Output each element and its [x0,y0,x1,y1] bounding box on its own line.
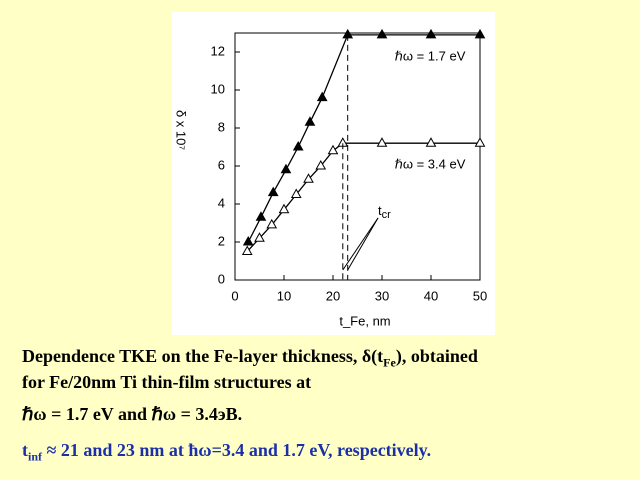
x-axis-label: t_Fe, nm [339,313,390,328]
text: ), obtained [395,346,478,366]
tcr-pointer [342,217,379,271]
data-point [241,245,253,255]
caption-line: for Fe/20nm Ti thin-film structures at [22,372,312,392]
plot-frame [234,32,481,281]
chart-panel [172,12,495,335]
data-point [315,159,327,170]
y-tick-label: 8 [218,119,225,134]
data-point [304,116,316,126]
y-axis-label: δ x 10⁷ [174,110,189,150]
text: t [22,440,28,460]
y-tick-label: 4 [218,195,225,210]
x-tick-label: 0 [231,288,238,303]
data-point [255,211,267,221]
subscript: Fe [383,355,396,370]
y-tick-label: 12 [211,43,225,58]
data-point [292,140,304,151]
x-tick-label: 10 [277,288,291,303]
data-point [474,137,486,147]
data-point [376,28,388,39]
x-tick-label: 50 [473,288,487,303]
y-tick-label: 2 [218,233,225,248]
data-point [376,137,388,147]
y-tick-label: 0 [218,271,225,286]
data-point [303,173,314,183]
data-point [290,188,302,198]
caption-line: Dependence TKE on the Fe-layer thickness… [22,346,478,371]
tcr-label: tcr [378,203,391,220]
data-point [474,28,486,39]
subscript: cr [382,209,392,221]
text: t [378,203,382,218]
data-point [425,28,437,39]
data-point [327,144,339,155]
caption-line: tinf ≈ 21 and 23 nm at ħω=3.4 and 1.7 eV… [22,440,431,465]
data-point [254,232,265,242]
data-point [267,186,279,197]
series-label: ℏω = 3.4 eV [395,157,466,172]
x-tick-label: 20 [326,288,340,303]
subscript: inf [28,449,43,464]
y-tick-label: 6 [218,157,225,172]
chart: δ x 10⁷ t_Fe, nm 0 2 4 6 8 10 12 0 10 20 30 40 50 ℏω … [172,12,495,335]
tcr-pointer [347,217,379,271]
data-point [266,218,278,229]
text: Dependence TKE on the Fe-layer thickness… [22,346,384,366]
data-point [278,203,290,214]
x-tick-label: 30 [375,288,389,303]
text: ≈ 21 and 23 nm at ħω=3.4 and 1.7 eV, res… [42,440,432,460]
data-point [316,91,328,102]
data-point [280,163,292,174]
data-point [242,235,254,246]
caption-line: ℏω = 1.7 eV and ℏω = 3.4эВ. [22,404,243,424]
data-point [425,137,437,147]
y-tick-label: 10 [211,81,225,96]
x-tick-label: 40 [424,288,438,303]
series-label: ℏω = 1.7 eV [395,48,466,63]
